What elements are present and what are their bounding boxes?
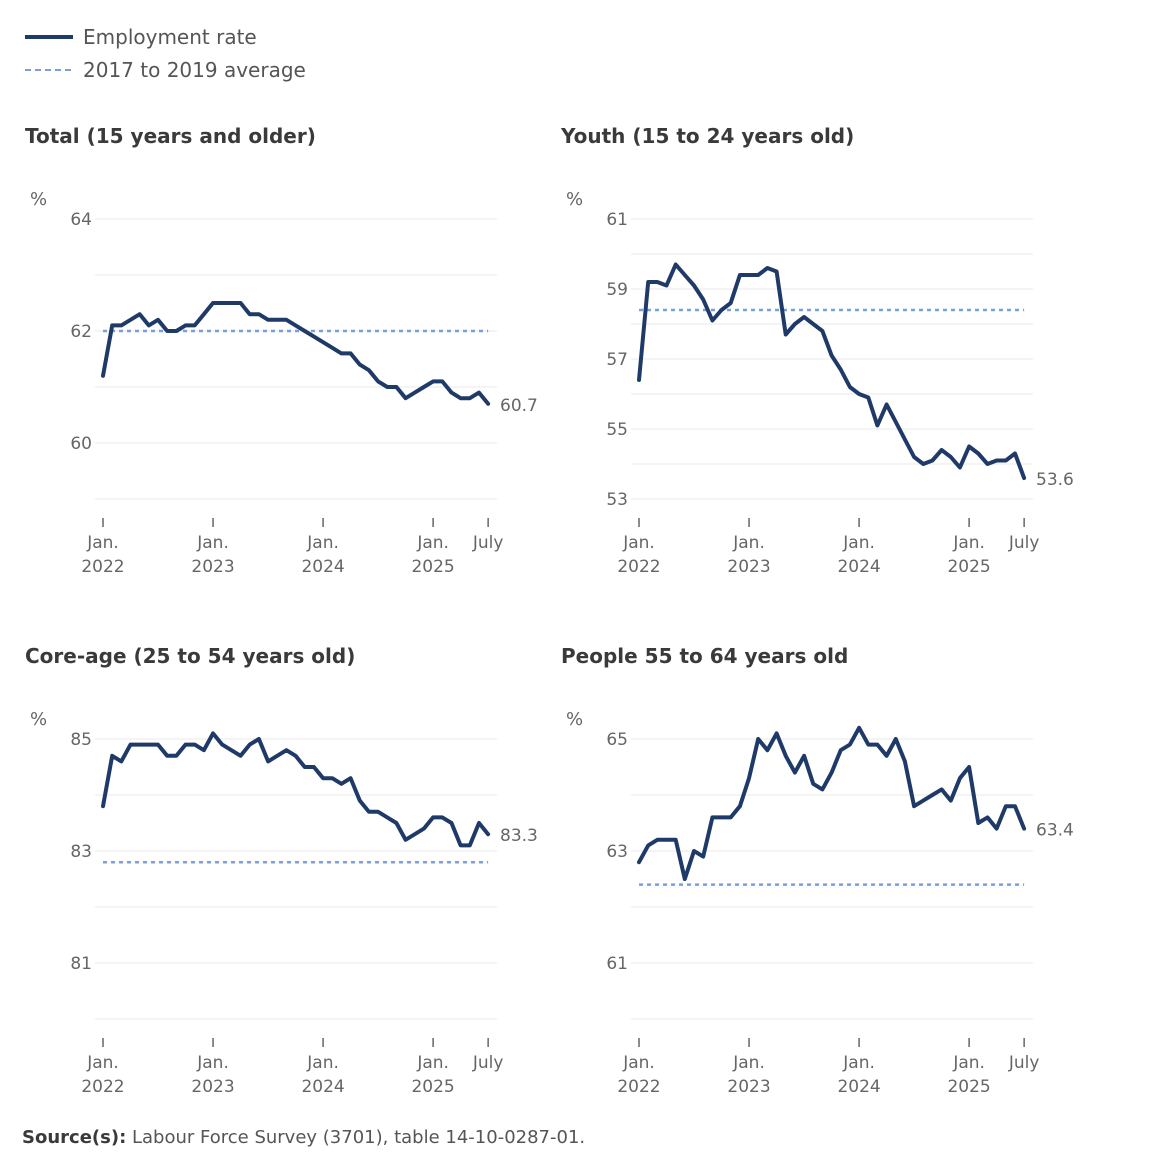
x-tick-year-label: 2024: [301, 1077, 344, 1097]
x-tick-year-label: 2023: [191, 557, 234, 577]
x-tick-label: July: [472, 533, 504, 553]
x-tick-year-label: 2025: [947, 1077, 990, 1097]
employment-rate-line: [101, 301, 491, 406]
y-tick-label: 55: [606, 420, 628, 440]
x-tick-label: Jan.: [416, 1053, 449, 1073]
x-tick-label: Jan.: [196, 533, 229, 553]
chart-panel: % 81 83 85 Jan. 2022 Jan. 2023 Jan. 2024 Jan. 2025 J…: [30, 709, 538, 1097]
solid-line-swatch-icon: [25, 34, 73, 39]
x-tick-year-label: 2022: [617, 1077, 660, 1097]
end-value-label: 60.7: [500, 396, 538, 416]
y-tick-label: 53: [606, 490, 628, 510]
y-tick-label: 85: [70, 730, 92, 750]
y-tick-label: 63: [606, 842, 628, 862]
chart-title-core-age: Core-age (25 to 54 years old): [25, 644, 356, 668]
legend-item-average: 2017 to 2019 average: [25, 53, 306, 86]
legend-item-employment-rate: Employment rate: [25, 20, 306, 53]
x-tick-year-label: 2023: [727, 1077, 770, 1097]
y-tick-label: 61: [606, 954, 628, 974]
legend: Employment rate 2017 to 2019 average: [25, 20, 306, 86]
source-note: Source(s): Labour Force Survey (3701), t…: [22, 1127, 585, 1148]
y-tick-label: 62: [70, 322, 92, 342]
x-tick-label: Jan.: [952, 1053, 985, 1073]
y-axis-unit-label: %: [30, 709, 47, 730]
source-label: Source(s):: [22, 1127, 127, 1148]
x-tick-year-label: 2024: [301, 557, 344, 577]
chart-panel: % 60 62 64 Jan. 2022 Jan. 2023 Jan. 2024 Jan. 2025 J…: [30, 189, 538, 577]
x-tick-year-label: 2025: [411, 557, 454, 577]
x-tick-year-label: 2022: [81, 557, 124, 577]
y-tick-label: 81: [70, 954, 92, 974]
end-value-label: 63.4: [1036, 821, 1074, 841]
employment-rate-line: [101, 731, 491, 848]
y-tick-label: 83: [70, 842, 92, 862]
legend-label: 2017 to 2019 average: [83, 57, 306, 82]
end-value-label: 83.3: [500, 826, 538, 846]
x-tick-year-label: 2022: [617, 557, 660, 577]
x-tick-label: Jan.: [196, 1053, 229, 1073]
x-tick-label: Jan.: [732, 1053, 765, 1073]
x-tick-year-label: 2023: [191, 1077, 234, 1097]
y-tick-label: 61: [606, 210, 628, 230]
y-tick-label: 64: [70, 210, 92, 230]
x-tick-year-label: 2025: [947, 557, 990, 577]
legend-label: Employment rate: [83, 24, 257, 49]
y-axis-unit-label: %: [566, 189, 583, 210]
y-tick-label: 65: [606, 730, 628, 750]
x-tick-label: Jan.: [622, 1053, 655, 1073]
dotted-line-swatch-icon: [25, 68, 71, 71]
x-tick-label: Jan.: [86, 533, 119, 553]
x-tick-label: Jan.: [416, 533, 449, 553]
x-tick-label: Jan.: [842, 533, 875, 553]
x-tick-label: Jan.: [306, 533, 339, 553]
x-tick-label: Jan.: [842, 1053, 875, 1073]
chart-title-total: Total (15 years and older): [25, 124, 316, 148]
y-axis-unit-label: %: [30, 189, 47, 210]
employment-rate-line: [637, 262, 1027, 480]
source-text: Labour Force Survey (3701), table 14-10-…: [132, 1127, 586, 1148]
y-tick-label: 57: [606, 350, 628, 370]
x-tick-label: Jan.: [732, 533, 765, 553]
x-tick-label: Jan.: [306, 1053, 339, 1073]
y-axis-unit-label: %: [566, 709, 583, 730]
y-tick-label: 60: [70, 434, 92, 454]
x-tick-year-label: 2024: [837, 1077, 880, 1097]
employment-rate-line: [637, 725, 1027, 881]
x-tick-year-label: 2023: [727, 557, 770, 577]
chart-panel: % 53 55 57 59 61 Jan. 2022 Jan. 2023 Jan. 2024 Jan. 2…: [566, 189, 1074, 577]
x-tick-year-label: 2025: [411, 1077, 454, 1097]
x-tick-label: Jan.: [86, 1053, 119, 1073]
chart-panel: % 61 63 65 Jan. 2022 Jan. 2023 Jan. 2024 Jan. 2025 J…: [566, 709, 1074, 1097]
x-tick-label: July: [472, 1053, 504, 1073]
x-tick-label: Jan.: [622, 533, 655, 553]
end-value-label: 53.6: [1036, 470, 1074, 490]
x-tick-year-label: 2024: [837, 557, 880, 577]
x-tick-label: July: [1008, 1053, 1040, 1073]
x-tick-label: Jan.: [952, 533, 985, 553]
x-tick-label: July: [1008, 533, 1040, 553]
y-tick-label: 59: [606, 280, 628, 300]
chart-title-youth: Youth (15 to 24 years old): [561, 124, 855, 148]
x-tick-year-label: 2022: [81, 1077, 124, 1097]
chart-title-55-64: People 55 to 64 years old: [561, 644, 849, 668]
